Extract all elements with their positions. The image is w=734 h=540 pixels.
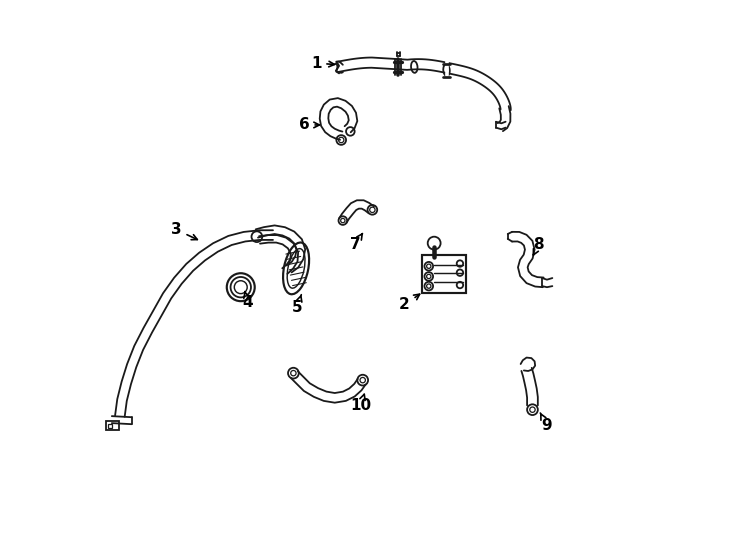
Circle shape <box>424 272 433 281</box>
Circle shape <box>527 404 538 415</box>
Circle shape <box>370 207 375 213</box>
Circle shape <box>426 264 431 268</box>
Text: 3: 3 <box>171 222 197 240</box>
Text: 7: 7 <box>350 234 363 252</box>
Circle shape <box>368 205 377 215</box>
Ellipse shape <box>287 248 305 288</box>
Text: 8: 8 <box>533 237 544 255</box>
Circle shape <box>230 277 251 298</box>
Text: 6: 6 <box>299 118 319 132</box>
Circle shape <box>357 375 368 386</box>
Text: 5: 5 <box>292 295 302 315</box>
Circle shape <box>346 127 355 136</box>
Text: 1: 1 <box>310 56 335 71</box>
Circle shape <box>457 260 463 267</box>
Circle shape <box>341 218 345 222</box>
Circle shape <box>336 135 346 145</box>
Circle shape <box>288 368 299 379</box>
Ellipse shape <box>411 61 418 73</box>
Circle shape <box>428 237 440 249</box>
Circle shape <box>424 282 433 291</box>
Circle shape <box>252 231 262 242</box>
Bar <box>107 424 112 428</box>
Text: 10: 10 <box>350 394 371 413</box>
Bar <box>106 421 119 429</box>
Circle shape <box>234 281 247 294</box>
Circle shape <box>530 407 535 413</box>
Circle shape <box>457 282 463 288</box>
Text: 2: 2 <box>399 294 420 313</box>
Circle shape <box>291 370 296 376</box>
Circle shape <box>338 137 344 143</box>
Circle shape <box>426 274 431 279</box>
Ellipse shape <box>443 64 450 76</box>
Circle shape <box>457 269 463 276</box>
Circle shape <box>360 377 366 383</box>
FancyBboxPatch shape <box>422 255 466 293</box>
Circle shape <box>227 273 255 301</box>
Text: 9: 9 <box>540 413 552 433</box>
Circle shape <box>424 262 433 271</box>
Text: 4: 4 <box>242 292 253 310</box>
Circle shape <box>338 217 347 225</box>
Ellipse shape <box>283 242 309 294</box>
Circle shape <box>426 284 431 288</box>
